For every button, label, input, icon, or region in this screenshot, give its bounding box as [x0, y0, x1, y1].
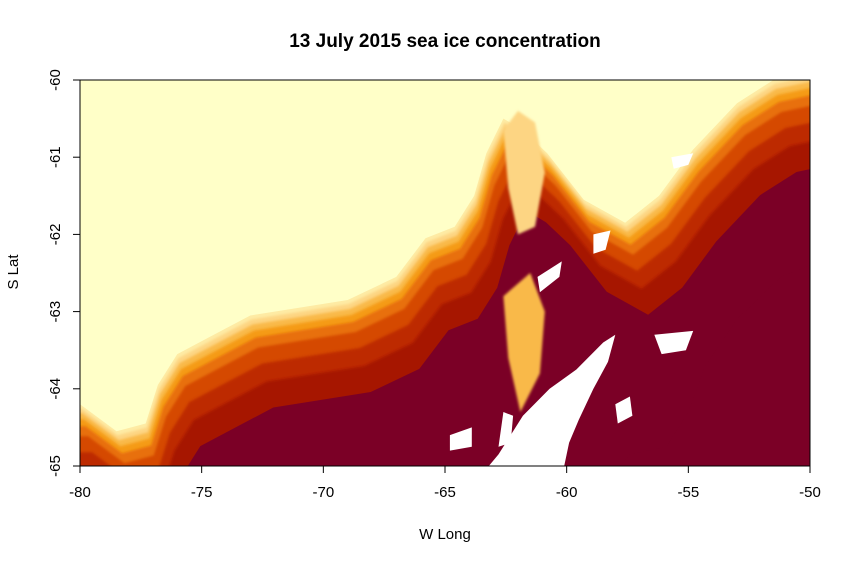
y-tick-label: -61 [47, 146, 64, 168]
land-island-7 [671, 153, 694, 169]
low-concentration-tongue [503, 273, 545, 412]
x-tick-label: -55 [677, 484, 699, 501]
land-island-5 [654, 330, 694, 355]
y-tick-label: -64 [47, 378, 64, 400]
y-tick-label: -63 [47, 301, 64, 323]
land-island-3 [537, 261, 562, 293]
land-island-2 [449, 427, 472, 451]
x-tick-label: -50 [799, 484, 821, 501]
land-island-1 [498, 412, 514, 447]
polynya-region [503, 110, 545, 235]
x-tick-label: -65 [434, 484, 456, 501]
y-tick-label: -62 [47, 224, 64, 246]
ice-concentration-band-9 [187, 169, 810, 466]
x-axis: -80 -75 -70 -65 -60 -55 -50 [69, 466, 821, 501]
x-tick-label: -60 [556, 484, 578, 501]
x-tick-label: -75 [191, 484, 213, 501]
y-axis-label: S Lat [5, 254, 22, 290]
land-island-6 [615, 396, 633, 424]
x-axis-label: W Long [419, 526, 471, 543]
y-tick-label: -65 [47, 455, 64, 477]
y-tick-label: -60 [47, 69, 64, 91]
y-axis: -65 -64 -63 -62 -61 -60 [47, 69, 80, 477]
land-antarctic-peninsula [488, 334, 616, 466]
x-tick-label: -70 [312, 484, 334, 501]
x-tick-label: -80 [69, 484, 91, 501]
plot-area [80, 80, 810, 466]
land-island-4 [593, 230, 611, 254]
chart-title: 13 July 2015 sea ice concentration [289, 31, 601, 52]
high-concentration-core [620, 265, 810, 466]
